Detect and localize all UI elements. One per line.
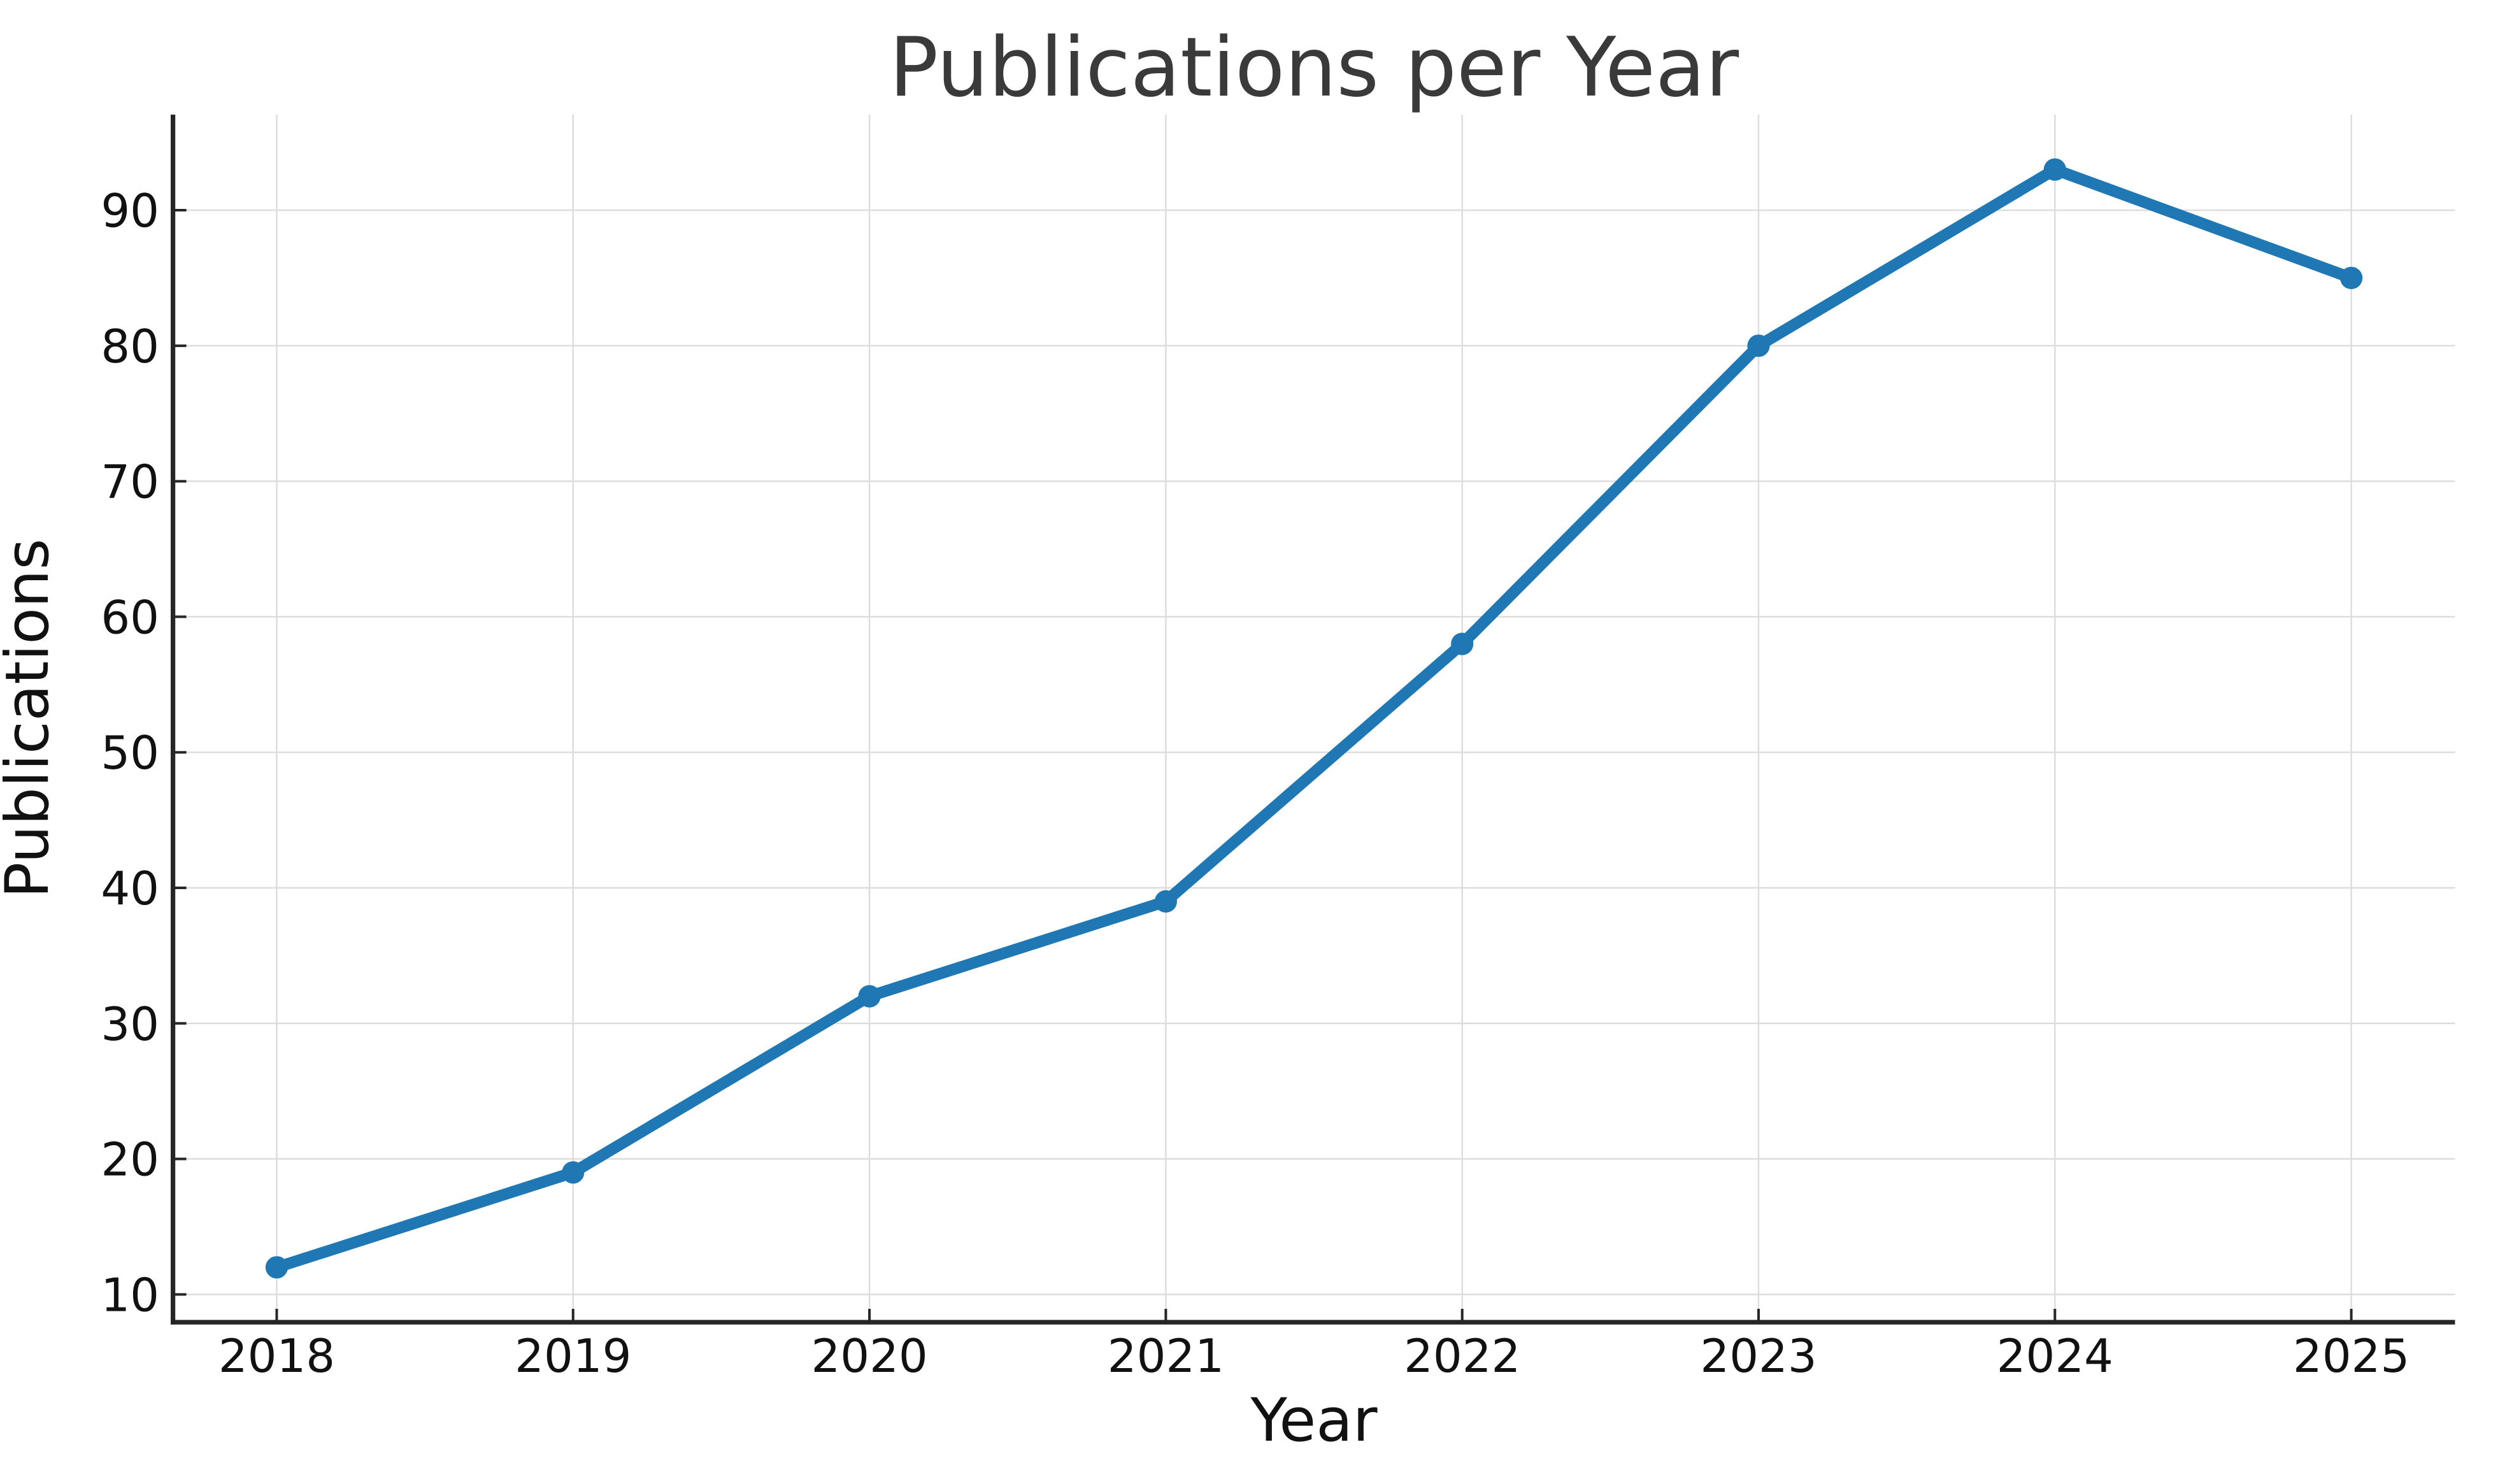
data-line [271, 164, 2357, 1273]
data-point [562, 1161, 585, 1184]
y-tick-label: 70 [101, 455, 159, 509]
x-tick-label: 2020 [811, 1329, 927, 1383]
data-point [1747, 334, 1770, 357]
x-tick-label: 2022 [1404, 1329, 1520, 1383]
y-tick-label: 40 [101, 862, 159, 915]
data-point [2043, 158, 2066, 181]
x-axis-label: Year [1250, 1386, 1377, 1455]
gridlines [173, 115, 2455, 1322]
x-tick-label: 2019 [515, 1329, 631, 1383]
data-point [2340, 266, 2363, 290]
tick-labels: 2018 2019 2020 2021 2022 2023 2024 2025 10 20 30 40… [101, 184, 2409, 1383]
y-tick-label: 10 [101, 1268, 159, 1322]
data-point [265, 1256, 289, 1279]
y-tick-label: 20 [101, 1133, 159, 1187]
x-tick-label: 2021 [1108, 1329, 1224, 1383]
data-point [1451, 632, 1474, 655]
y-axis-label: Publications [0, 539, 62, 899]
y-tick-label: 80 [101, 320, 159, 373]
axes [171, 115, 2455, 1325]
x-tick-label: 2024 [1997, 1329, 2113, 1383]
y-tick-label: 30 [101, 997, 159, 1051]
x-tick-label: 2023 [1700, 1329, 1816, 1383]
data-series [265, 158, 2363, 1279]
y-tick-label: 90 [101, 184, 159, 238]
x-tick-label: 2025 [2293, 1329, 2409, 1383]
x-tick-label: 2018 [218, 1329, 335, 1383]
data-point [1154, 890, 1177, 913]
y-tick-label: 60 [101, 590, 159, 644]
y-tick-label: 50 [101, 726, 159, 780]
data-point [858, 985, 881, 1008]
chart-title: Publications per Year [889, 20, 1739, 115]
